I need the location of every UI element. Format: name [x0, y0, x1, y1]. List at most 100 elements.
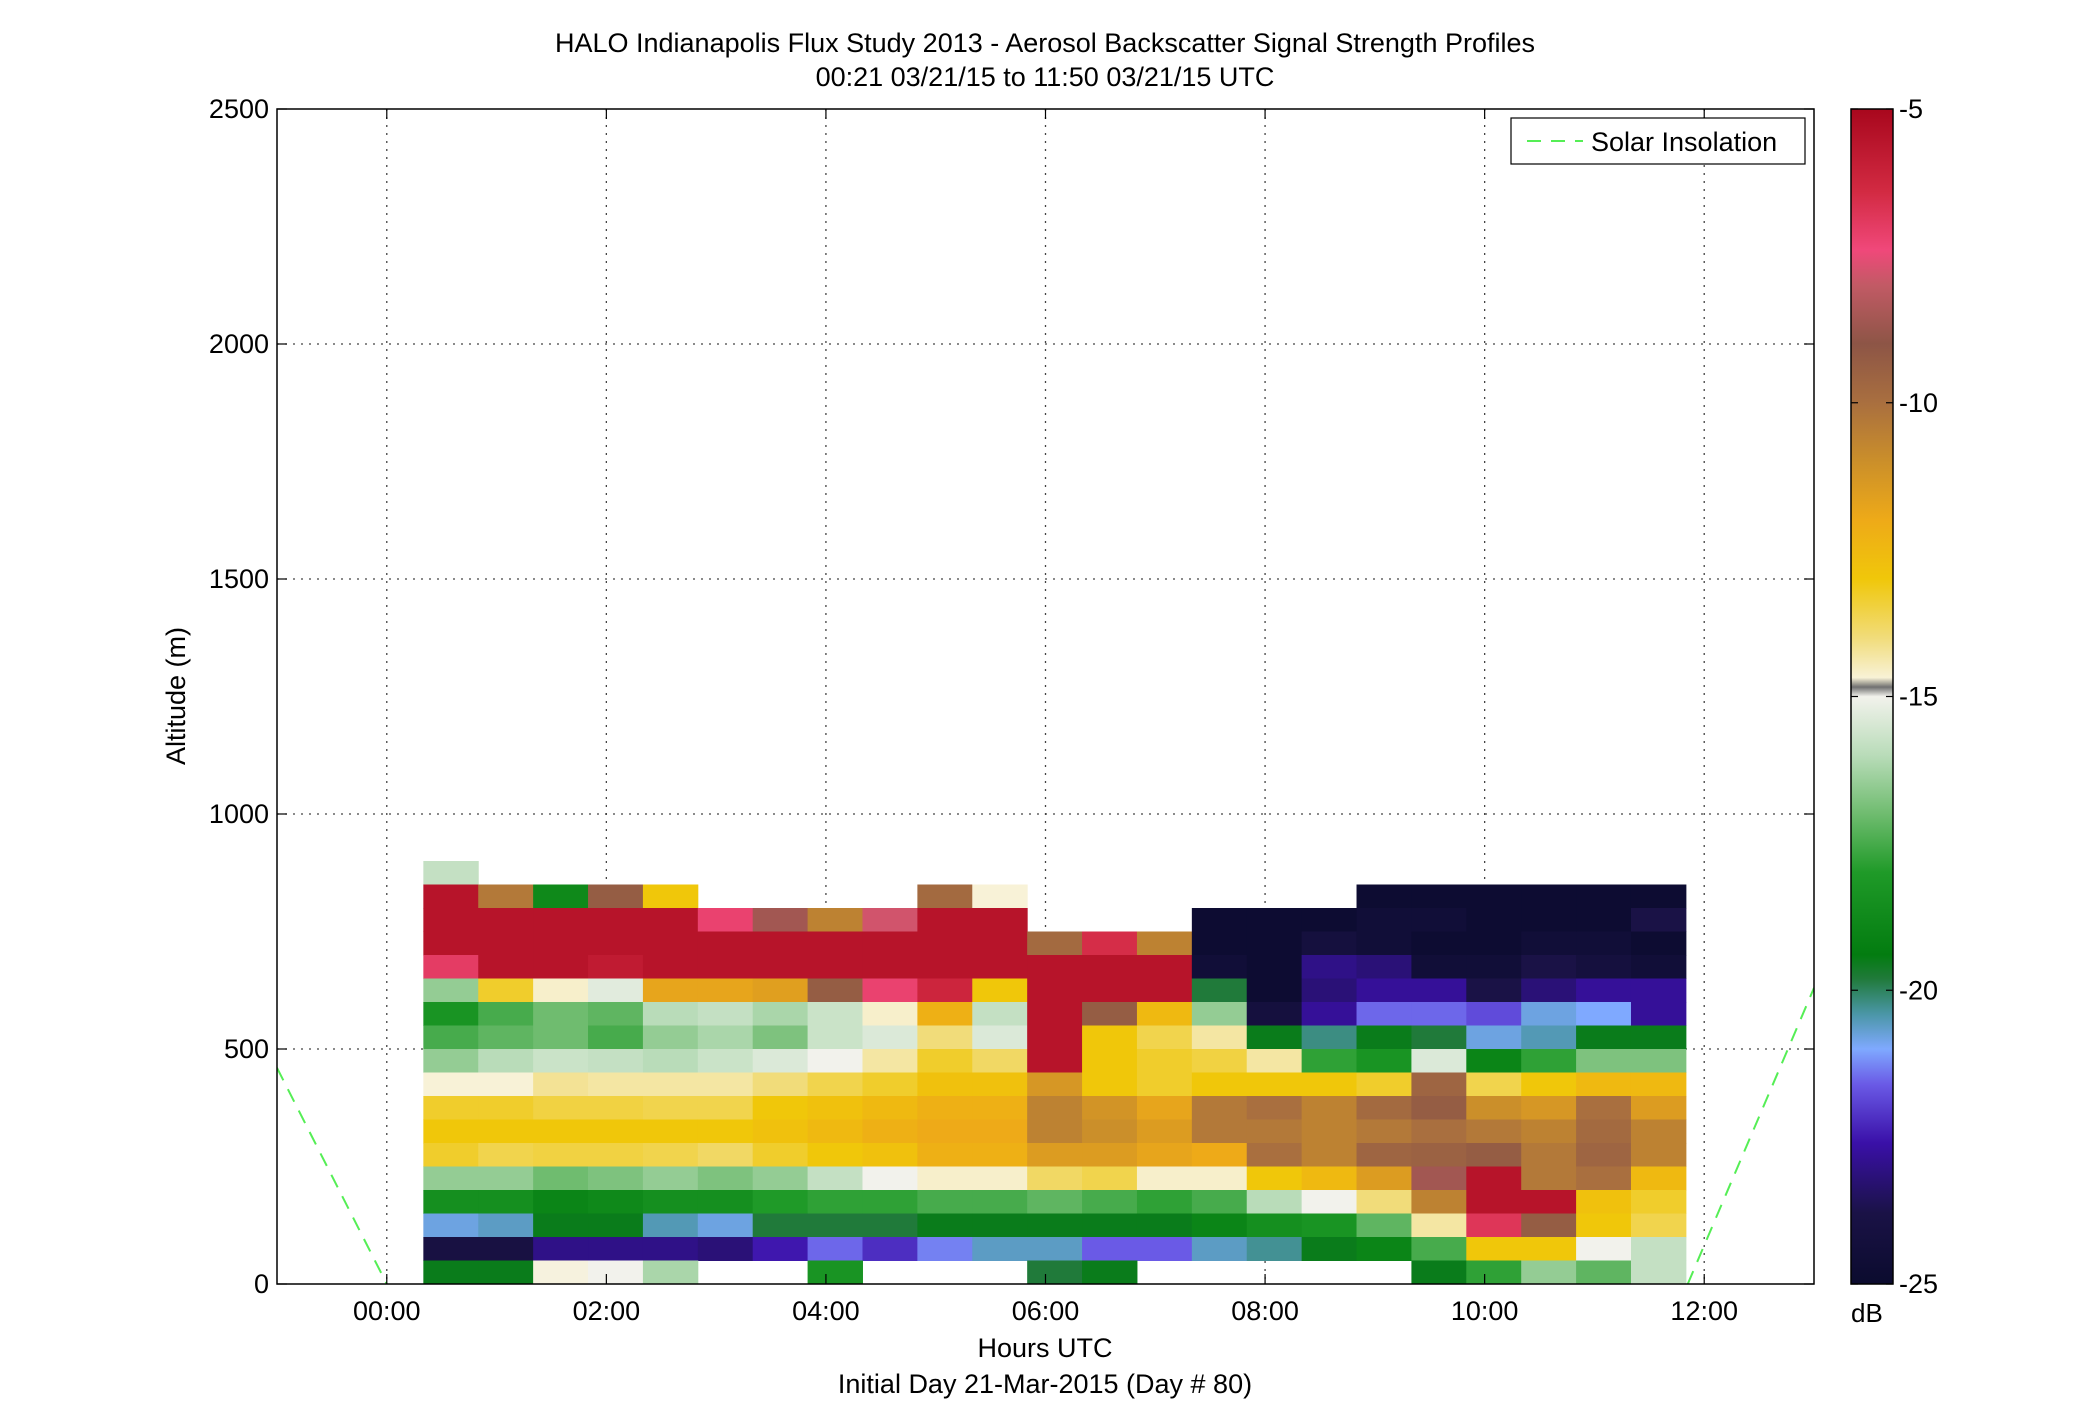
heatmap-cell	[917, 1025, 973, 1050]
heatmap-cell	[642, 955, 699, 979]
heatmap-cell	[1356, 931, 1412, 956]
solar-insolation-line	[1686, 987, 1814, 1284]
heatmap-cell	[752, 1002, 809, 1026]
heatmap-cell	[917, 1119, 973, 1144]
heatmap-cell	[917, 1096, 973, 1120]
heatmap-cell	[1521, 1049, 1577, 1073]
heatmap-cell	[972, 1002, 1028, 1026]
heatmap-cell	[1356, 908, 1412, 932]
heatmap-cell	[1082, 1166, 1138, 1191]
colorbar-tick-label: -5	[1899, 94, 1923, 124]
heatmap-cell	[533, 1166, 589, 1191]
heatmap-cell	[972, 1213, 1028, 1238]
heatmap-cell	[1136, 1213, 1193, 1238]
heatmap-cell	[1630, 1190, 1687, 1214]
heatmap-cell	[642, 931, 699, 956]
heatmap-cell	[533, 1072, 589, 1097]
heatmap-cell	[862, 931, 918, 956]
heatmap-cell	[752, 908, 809, 932]
heatmap-cell	[697, 1166, 754, 1191]
legend: Solar Insolation	[1510, 117, 1806, 165]
heatmap-cell	[642, 1025, 699, 1050]
heatmap-cell	[1246, 1072, 1303, 1097]
heatmap-cell	[533, 978, 589, 1003]
heatmap-cell	[1521, 1072, 1577, 1097]
heatmap-cell	[642, 1002, 699, 1026]
heatmap-cell	[972, 1119, 1028, 1144]
heatmap-cell	[1082, 1049, 1138, 1073]
heatmap-cell	[972, 1096, 1028, 1120]
heatmap-cell	[1301, 1049, 1358, 1073]
heatmap-cell	[1356, 955, 1412, 979]
y-tick-label: 2500	[209, 94, 269, 124]
heatmap-cell	[1301, 1119, 1358, 1144]
heatmap-cell	[1136, 1119, 1193, 1144]
heatmap-cell	[1246, 978, 1303, 1003]
heatmap-cell	[1466, 1119, 1522, 1144]
heatmap-cell	[1466, 884, 1522, 909]
heatmap-cell	[1191, 1072, 1248, 1097]
heatmap-cell	[1191, 1025, 1248, 1050]
heatmap-cell	[423, 861, 479, 885]
heatmap-cell	[752, 931, 809, 956]
heatmap-cell	[423, 1119, 479, 1144]
heatmap-cell	[1356, 1049, 1412, 1073]
heatmap-cell	[533, 1143, 589, 1167]
legend-label-solar-insolation: Solar Insolation	[1591, 127, 1777, 157]
heatmap-cell	[972, 908, 1028, 932]
heatmap-cell	[1521, 1237, 1577, 1261]
heatmap-cell	[423, 1143, 479, 1167]
heatmap-cell	[752, 1096, 809, 1120]
colorbar-tick-label: -10	[1899, 388, 1938, 418]
colorbar-ticks: -5 -10 -15 -20 -25	[1851, 94, 1938, 1299]
heatmap-cell	[862, 978, 918, 1003]
heatmap-cell	[807, 1002, 863, 1026]
heatmap-cell	[533, 1260, 589, 1285]
chart-title: HALO Indianapolis Flux Study 2013 - Aero…	[555, 28, 1535, 58]
heatmap-cell	[642, 1213, 699, 1238]
heatmap-cell	[423, 1072, 479, 1097]
heatmap-cell	[1136, 1143, 1193, 1167]
heatmap-cell	[1356, 1166, 1412, 1191]
heatmap-cell	[972, 931, 1028, 956]
heatmap-cell	[1411, 931, 1467, 956]
colorbar-tick-label: -25	[1899, 1269, 1938, 1299]
heatmap-cell	[478, 1072, 534, 1097]
heatmap-cell	[1246, 955, 1303, 979]
heatmap-cell	[1630, 884, 1687, 909]
heatmap-cell	[588, 884, 644, 909]
heatmap-cell	[972, 1143, 1028, 1167]
heatmap-cell	[1136, 978, 1193, 1003]
heatmap-cell	[642, 1166, 699, 1191]
heatmap-cell	[1356, 1096, 1412, 1120]
heatmap-cell	[697, 1190, 754, 1214]
heatmap-cell	[1191, 1237, 1248, 1261]
heatmap-cell	[1630, 1002, 1687, 1026]
heatmap-cell	[1521, 1025, 1577, 1050]
x-axis-label: Hours UTC	[977, 1333, 1112, 1363]
heatmap-cell	[1411, 908, 1467, 932]
heatmap-cell	[1521, 1166, 1577, 1191]
chart-subtitle: 00:21 03/21/15 to 11:50 03/21/15 UTC	[816, 62, 1275, 92]
heatmap-cell	[642, 1143, 699, 1167]
heatmap-cell	[1411, 1237, 1467, 1261]
x-axis-ticks: 00:00 02:00 04:00 06:00 08:00 10:00 12:00	[353, 109, 1738, 1326]
heatmap-cell	[807, 1072, 863, 1097]
heatmap-cell	[1576, 908, 1632, 932]
heatmap-cell	[1411, 1025, 1467, 1050]
heatmap-cell	[1246, 1237, 1303, 1261]
heatmap-cell	[862, 955, 918, 979]
heatmap-cell	[1576, 1025, 1632, 1050]
heatmap-cell	[478, 1049, 534, 1073]
heatmap-cell	[807, 1237, 863, 1261]
heatmap-cell	[917, 1190, 973, 1214]
heatmap-cell	[1521, 908, 1577, 932]
heatmap-cell	[642, 1119, 699, 1144]
heatmap-cell	[1301, 1237, 1358, 1261]
heatmap-cell	[862, 1025, 918, 1050]
heatmap-cell	[807, 908, 863, 932]
heatmap-cell	[1466, 1166, 1522, 1191]
heatmap-cell	[588, 1237, 644, 1261]
heatmap-cell	[1576, 978, 1632, 1003]
heatmap-cell	[1301, 1190, 1358, 1214]
